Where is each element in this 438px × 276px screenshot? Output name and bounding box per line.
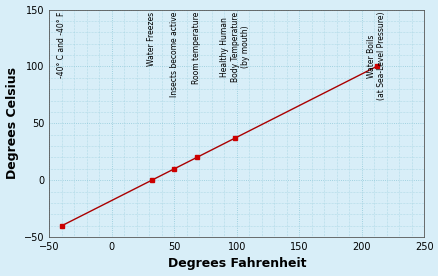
Text: Healthy Human
Body Temperature
(by mouth): Healthy Human Body Temperature (by mouth… xyxy=(219,12,249,82)
Text: Water Boils
(at Sea-Level Pressure): Water Boils (at Sea-Level Pressure) xyxy=(366,12,385,100)
Text: -40° C and -40° F: -40° C and -40° F xyxy=(57,12,66,78)
Text: Room temperature: Room temperature xyxy=(192,12,201,84)
X-axis label: Degrees Fahrenheit: Degrees Fahrenheit xyxy=(167,258,305,270)
Y-axis label: Degrees Celsius: Degrees Celsius xyxy=(6,67,18,179)
Text: Insects become active: Insects become active xyxy=(170,12,178,97)
Text: Water Freezes: Water Freezes xyxy=(147,12,156,66)
